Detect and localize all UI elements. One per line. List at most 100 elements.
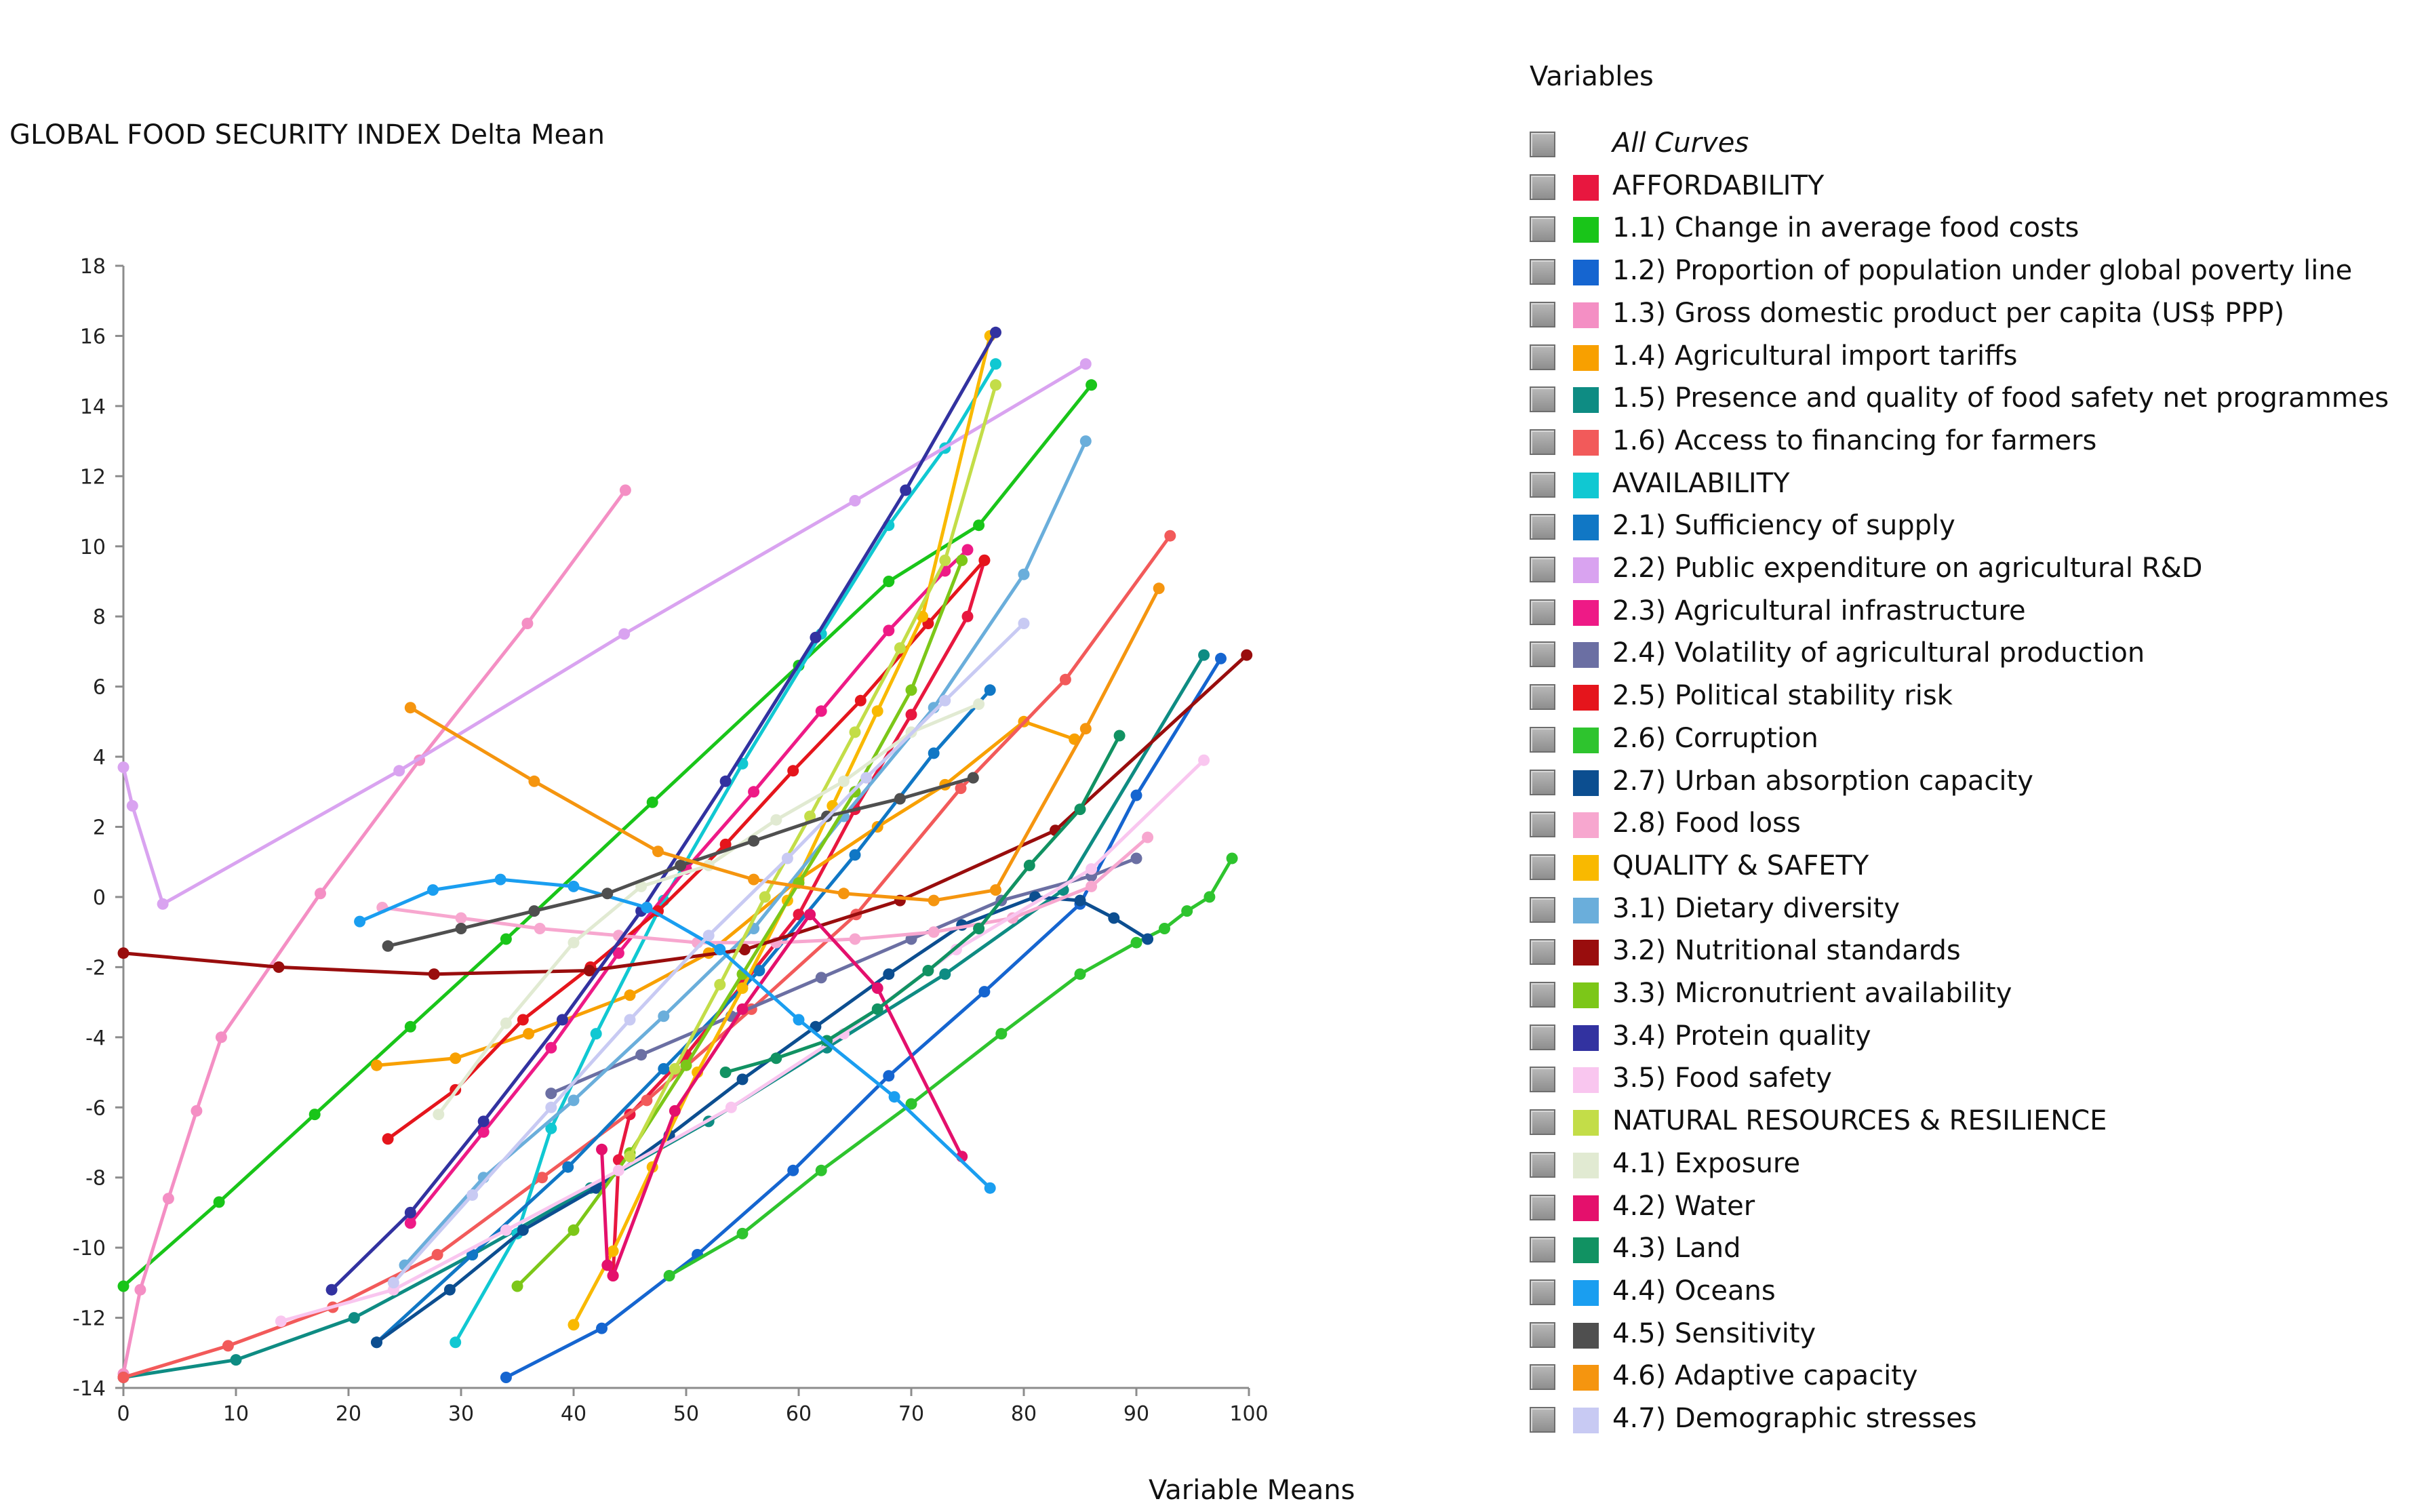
legend-checkbox[interactable]: [1530, 386, 1555, 413]
data-point: [494, 873, 506, 886]
data-point: [917, 610, 929, 622]
legend-label: 4.7) Demographic stresses: [1612, 1403, 1977, 1434]
data-point: [646, 796, 658, 808]
legend-item[interactable]: 3.3) Micronutrient availability: [1530, 976, 2425, 1013]
data-point: [450, 1336, 462, 1349]
data-point: [619, 484, 631, 496]
legend-item[interactable]: 4.7) Demographic stresses: [1530, 1401, 2425, 1438]
legend-checkbox[interactable]: [1530, 854, 1555, 880]
legend-checkbox[interactable]: [1530, 684, 1555, 711]
legend-checkbox[interactable]: [1530, 132, 1555, 157]
data-point: [534, 923, 546, 934]
legend-item[interactable]: 4.5) Sensitivity: [1530, 1317, 2425, 1353]
legend-label: 1.6) Access to financing for farmers: [1612, 424, 2097, 456]
series-11: [404, 544, 974, 1229]
legend-item[interactable]: 2.7) Urban absorption capacity: [1530, 764, 2425, 801]
legend-checkbox[interactable]: [1530, 1109, 1555, 1136]
data-point: [1130, 852, 1142, 864]
legend-item[interactable]: 1.6) Access to financing for farmers: [1530, 424, 2425, 460]
legend-checkbox[interactable]: [1530, 641, 1555, 668]
legend-item[interactable]: 2.2) Public expenditure on agricultural …: [1530, 551, 2425, 588]
legend-item[interactable]: 4.3) Land: [1530, 1231, 2425, 1268]
x-tick-label: 60: [786, 1402, 812, 1426]
legend-checkbox[interactable]: [1530, 982, 1555, 1008]
data-point: [736, 982, 749, 994]
legend-swatch: [1573, 982, 1599, 1008]
legend-checkbox[interactable]: [1530, 1364, 1555, 1391]
legend-checkbox[interactable]: [1530, 896, 1555, 923]
legend-item[interactable]: AFFORDABILITY: [1530, 169, 2425, 205]
legend-checkbox[interactable]: [1530, 1024, 1555, 1050]
legend-checkbox[interactable]: [1530, 1279, 1555, 1305]
legend-item[interactable]: 4.6) Adaptive capacity: [1530, 1359, 2425, 1395]
legend-item[interactable]: AVAILABILITY: [1530, 466, 2425, 503]
legend-label: 2.5) Political stability risk: [1612, 680, 1953, 712]
data-point: [511, 1280, 523, 1292]
data-point: [781, 852, 793, 864]
legend-checkbox[interactable]: [1530, 344, 1555, 370]
data-point: [837, 888, 850, 900]
data-point: [1086, 880, 1098, 892]
legend-item[interactable]: 1.5) Presence and quality of food safety…: [1530, 381, 2425, 418]
legend-checkbox[interactable]: [1530, 599, 1555, 625]
legend-item[interactable]: 3.4) Protein quality: [1530, 1019, 2425, 1056]
legend-item[interactable]: 2.5) Political stability risk: [1530, 679, 2425, 715]
legend-checkbox[interactable]: [1530, 812, 1555, 838]
legend-item[interactable]: 1.2) Proportion of population under glob…: [1530, 254, 2425, 290]
legend-item[interactable]: 4.2) Water: [1530, 1189, 2425, 1226]
data-point: [404, 702, 416, 714]
legend-item[interactable]: 4.4) Oceans: [1530, 1274, 2425, 1311]
legend-label: 2.6) Corruption: [1612, 722, 1818, 754]
legend-checkbox[interactable]: [1530, 1151, 1555, 1178]
legend-checkbox[interactable]: [1530, 471, 1555, 498]
legend-checkbox[interactable]: [1530, 1321, 1555, 1348]
y-tick-label: 4: [93, 746, 106, 770]
legend-swatch: [1573, 1237, 1599, 1264]
data-point: [973, 698, 985, 710]
legend-checkbox[interactable]: [1530, 259, 1555, 285]
data-point: [387, 1277, 399, 1289]
y-tick-label: -2: [85, 956, 106, 980]
legend-checkbox[interactable]: [1530, 557, 1555, 582]
legend-item[interactable]: 2.1) Sufficiency of supply: [1530, 509, 2425, 545]
legend-checkbox[interactable]: [1530, 216, 1555, 243]
legend-item[interactable]: 4.1) Exposure: [1530, 1147, 2425, 1183]
legend-checkbox[interactable]: [1530, 726, 1555, 753]
legend-item[interactable]: 1.3) Gross domestic product per capita (…: [1530, 296, 2425, 333]
series-9: [371, 684, 996, 1349]
x-tick-label: 90: [1123, 1402, 1149, 1426]
legend-checkbox[interactable]: [1530, 1237, 1555, 1263]
legend-item-all-curves[interactable]: All Curves: [1530, 126, 2425, 163]
legend-checkbox[interactable]: [1530, 174, 1555, 200]
legend-item[interactable]: 3.2) Nutritional standards: [1530, 934, 2425, 970]
axes: 0 10 20 30 40 50 60 70 80 90 100 -14 -12 -10 -8 -6 -4 -2 0…: [73, 255, 1269, 1426]
data-point: [641, 1094, 653, 1107]
data-point: [883, 1070, 895, 1082]
data-point: [928, 747, 940, 759]
data-point: [213, 1196, 225, 1208]
legend-item[interactable]: 3.5) Food safety: [1530, 1061, 2425, 1098]
legend-item[interactable]: 2.4) Volatility of agricultural producti…: [1530, 636, 2425, 673]
legend-item[interactable]: 2.6) Corruption: [1530, 721, 2425, 758]
legend-checkbox[interactable]: [1530, 301, 1555, 327]
y-tick-label: 12: [80, 465, 106, 489]
legend-item[interactable]: 1.1) Change in average food costs: [1530, 211, 2425, 247]
data-point: [1215, 652, 1227, 664]
legend-item[interactable]: QUALITY & SAFETY: [1530, 849, 2425, 886]
legend-item[interactable]: 3.1) Dietary diversity: [1530, 892, 2425, 928]
legend-checkbox[interactable]: [1530, 429, 1555, 455]
legend-item[interactable]: NATURAL RESOURCES & RESILIENCE: [1530, 1104, 2425, 1140]
data-point: [815, 705, 827, 717]
legend-item[interactable]: 2.8) Food loss: [1530, 806, 2425, 843]
legend-item[interactable]: 2.3) Agricultural infrastructure: [1530, 594, 2425, 631]
legend-item[interactable]: 1.4) Agricultural import tariffs: [1530, 339, 2425, 376]
legend-checkbox[interactable]: [1530, 769, 1555, 795]
legend-checkbox[interactable]: [1530, 1194, 1555, 1220]
legend-checkbox[interactable]: [1530, 1067, 1555, 1093]
legend-checkbox[interactable]: [1530, 514, 1555, 540]
series-16: [376, 831, 1154, 949]
legend-checkbox[interactable]: [1530, 1407, 1555, 1433]
data-point: [1226, 852, 1238, 864]
data-point: [1079, 723, 1092, 735]
legend-checkbox[interactable]: [1530, 939, 1555, 966]
